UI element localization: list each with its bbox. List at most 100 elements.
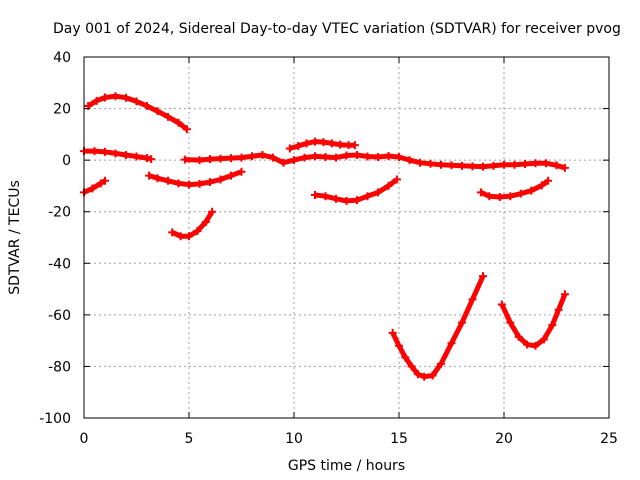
data-point bbox=[92, 96, 101, 105]
data-series bbox=[80, 92, 569, 381]
data-point bbox=[363, 192, 372, 201]
data-point bbox=[174, 118, 183, 127]
x-tick-label: 25 bbox=[600, 431, 618, 447]
data-point bbox=[145, 171, 154, 180]
data-point bbox=[201, 218, 210, 227]
chart-title: Day 001 of 2024, Sidereal Day-to-day VTE… bbox=[53, 21, 621, 37]
data-point bbox=[132, 152, 141, 161]
data-point bbox=[90, 147, 99, 156]
data-point bbox=[544, 176, 553, 185]
series-arc-1 bbox=[84, 92, 191, 134]
series-arc-8 bbox=[311, 175, 401, 205]
data-point bbox=[122, 150, 130, 159]
y-tick-label: -60 bbox=[48, 308, 71, 324]
data-point bbox=[294, 141, 303, 150]
data-point bbox=[153, 107, 162, 116]
data-point bbox=[132, 97, 141, 106]
data-point bbox=[353, 150, 361, 159]
data-point bbox=[332, 153, 340, 162]
y-tick-label: -20 bbox=[48, 205, 71, 221]
series-arc-7 bbox=[285, 137, 359, 153]
data-point bbox=[336, 140, 345, 149]
data-point bbox=[476, 188, 485, 197]
series-arc-5 bbox=[168, 207, 217, 241]
data-point bbox=[413, 370, 422, 379]
data-point bbox=[143, 101, 151, 110]
data-point bbox=[321, 192, 330, 201]
data-point bbox=[88, 184, 97, 193]
data-point bbox=[258, 150, 267, 159]
data-point bbox=[510, 160, 519, 169]
data-point bbox=[405, 156, 414, 165]
data-point bbox=[153, 174, 162, 183]
data-point bbox=[208, 207, 217, 216]
grid-lines bbox=[84, 57, 609, 418]
data-point bbox=[300, 153, 309, 162]
data-point bbox=[195, 156, 204, 165]
data-point bbox=[237, 153, 246, 162]
series-line bbox=[390, 275, 486, 380]
data-point bbox=[147, 155, 156, 164]
data-point bbox=[206, 178, 214, 187]
series-line bbox=[148, 169, 243, 188]
x-tick-label: 20 bbox=[495, 431, 513, 447]
data-point bbox=[447, 161, 456, 170]
data-point bbox=[384, 152, 393, 161]
series-line bbox=[82, 178, 107, 195]
y-tick-label: -100 bbox=[39, 411, 71, 427]
data-point bbox=[143, 154, 151, 163]
data-point bbox=[164, 112, 172, 121]
data-point bbox=[311, 190, 319, 199]
data-point bbox=[342, 151, 351, 160]
data-point bbox=[216, 154, 225, 163]
data-point bbox=[96, 179, 105, 188]
data-point bbox=[374, 153, 382, 162]
data-point bbox=[227, 171, 235, 180]
data-point bbox=[332, 194, 340, 203]
data-point bbox=[185, 180, 193, 189]
data-point bbox=[437, 160, 445, 169]
data-point bbox=[401, 353, 410, 362]
data-point bbox=[506, 318, 515, 327]
data-point bbox=[185, 232, 193, 241]
data-point bbox=[353, 196, 361, 205]
y-tick-label: 40 bbox=[53, 50, 71, 66]
data-point bbox=[500, 160, 508, 169]
x-tick-label: 10 bbox=[285, 431, 303, 447]
data-point bbox=[489, 161, 498, 170]
data-point bbox=[363, 152, 372, 161]
data-point bbox=[395, 153, 403, 162]
data-point bbox=[521, 160, 529, 169]
y-tick-label: -80 bbox=[48, 359, 71, 375]
data-point bbox=[506, 192, 515, 201]
y-tick-label: -40 bbox=[48, 256, 71, 272]
data-point bbox=[182, 125, 191, 134]
data-point bbox=[531, 341, 540, 350]
series-line bbox=[314, 177, 399, 204]
x-tick-label: 0 bbox=[80, 431, 89, 447]
data-point bbox=[206, 155, 214, 164]
data-point bbox=[101, 93, 109, 102]
data-point bbox=[447, 339, 456, 348]
data-point bbox=[279, 158, 288, 167]
series-arc-11 bbox=[497, 290, 569, 350]
data-point bbox=[407, 362, 416, 371]
y-tick-label: 20 bbox=[53, 102, 71, 118]
data-point bbox=[122, 93, 130, 102]
data-point bbox=[101, 147, 109, 156]
data-point bbox=[193, 227, 202, 236]
data-point bbox=[195, 179, 204, 188]
data-point bbox=[539, 335, 548, 344]
data-point bbox=[516, 189, 525, 198]
data-point bbox=[101, 176, 109, 185]
data-point bbox=[311, 152, 319, 161]
data-point bbox=[384, 181, 393, 190]
data-point bbox=[311, 137, 319, 146]
data-point bbox=[426, 159, 435, 168]
data-point bbox=[174, 179, 183, 188]
data-point bbox=[420, 372, 429, 381]
series-arc-2 bbox=[80, 147, 156, 164]
x-axis-label: GPS time / hours bbox=[288, 458, 405, 474]
series-arc-4 bbox=[145, 167, 246, 189]
data-point bbox=[497, 300, 506, 309]
